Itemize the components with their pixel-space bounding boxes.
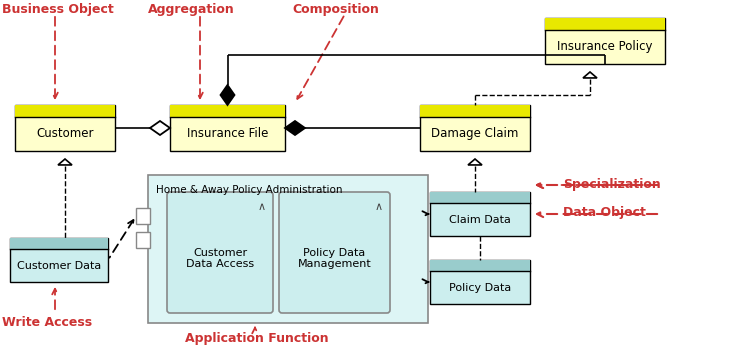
Text: Insurance File: Insurance File <box>186 127 268 141</box>
Bar <box>420 105 530 151</box>
Text: Customer
Data Access: Customer Data Access <box>186 248 254 269</box>
Text: Insurance Policy: Insurance Policy <box>557 41 653 53</box>
FancyBboxPatch shape <box>167 192 273 313</box>
Bar <box>136 208 150 224</box>
Bar <box>430 260 530 271</box>
Text: Customer: Customer <box>36 127 94 141</box>
Bar <box>136 232 150 248</box>
Bar <box>10 238 108 250</box>
Text: Claim Data: Claim Data <box>449 215 511 225</box>
Bar <box>10 238 108 282</box>
Polygon shape <box>285 121 305 135</box>
Polygon shape <box>468 159 482 165</box>
Polygon shape <box>58 159 72 165</box>
Bar <box>15 105 115 117</box>
Text: Aggregation: Aggregation <box>148 3 235 16</box>
Polygon shape <box>150 121 170 135</box>
Bar <box>430 260 530 304</box>
Bar <box>430 192 530 236</box>
Bar <box>15 105 115 151</box>
Bar <box>430 192 530 203</box>
Text: Business Object: Business Object <box>2 3 114 16</box>
Text: Customer Data: Customer Data <box>17 261 101 271</box>
Text: Composition: Composition <box>292 3 379 16</box>
Polygon shape <box>221 85 235 105</box>
Text: ∧: ∧ <box>375 202 383 212</box>
Text: Specialization: Specialization <box>563 178 661 191</box>
Polygon shape <box>583 72 597 78</box>
Bar <box>420 105 530 117</box>
Text: Damage Claim: Damage Claim <box>432 127 519 141</box>
Text: Data Object: Data Object <box>563 206 646 219</box>
Bar <box>148 175 428 323</box>
Bar <box>170 105 285 117</box>
FancyBboxPatch shape <box>279 192 390 313</box>
Text: Policy Data
Management: Policy Data Management <box>298 248 372 269</box>
Bar <box>545 18 665 64</box>
Text: Write Access: Write Access <box>2 316 92 329</box>
Bar <box>170 105 285 151</box>
Text: ∧: ∧ <box>258 202 266 212</box>
Text: Application Function: Application Function <box>185 332 328 345</box>
Text: Policy Data: Policy Data <box>449 283 511 293</box>
Bar <box>545 18 665 30</box>
Text: Home & Away Policy Administration: Home & Away Policy Administration <box>156 185 343 195</box>
